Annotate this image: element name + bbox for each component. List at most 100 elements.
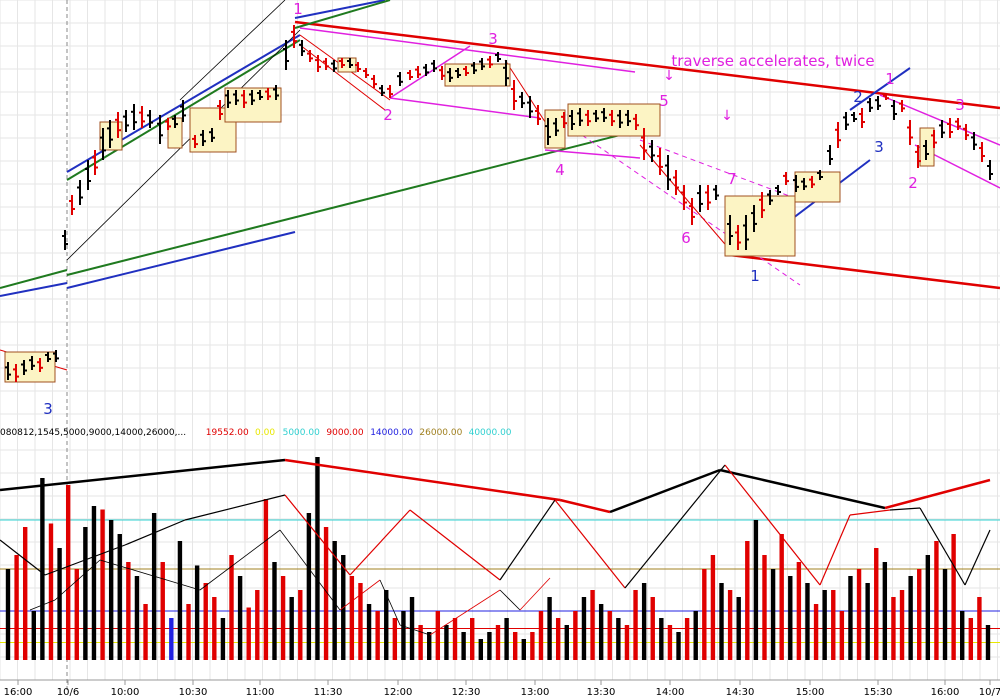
volume-bar [788, 576, 793, 660]
volume-thin-line [429, 589, 501, 636]
volume-bar [289, 597, 294, 660]
consolidation-box [444, 63, 511, 87]
volume-bar [693, 611, 698, 660]
thin-line [66, 29, 301, 261]
volume-trend-line [0, 458, 286, 492]
x-tick-label: 14:00 [656, 687, 685, 698]
volume-bar [332, 541, 337, 660]
annotation-text: traverse accelerates, twice [671, 52, 874, 70]
volume-bar [839, 611, 845, 660]
volume-bar [298, 590, 303, 660]
channel-line [299, 44, 386, 111]
volume-bar [384, 590, 389, 660]
volume-bar [822, 590, 827, 660]
x-tick-label: 10:30 [179, 687, 208, 698]
volume-bar [177, 541, 183, 660]
wave-label: 3 [488, 30, 498, 48]
channel-line [389, 97, 541, 119]
x-tick-label: 14:30 [726, 687, 755, 698]
volume-bar [607, 611, 612, 660]
volume-thin-line [399, 624, 431, 636]
x-tick-label: 15:30 [864, 687, 893, 698]
legend-item: 5000.00 [283, 428, 320, 438]
legend-item: 40000.00 [469, 428, 512, 438]
volume-trend-line [284, 458, 561, 502]
volume-zigzag [0, 539, 46, 576]
x-tick-label: 15:00 [796, 687, 825, 698]
volume-bar [616, 618, 621, 660]
volume-bar [14, 555, 19, 660]
channel-line [639, 139, 801, 201]
volume-zigzag [964, 529, 991, 586]
volume-bar [83, 527, 88, 660]
channel-line [544, 149, 641, 159]
volume-bar [194, 565, 200, 660]
volume-bar [452, 618, 458, 660]
volume-bar [5, 569, 11, 660]
volume-bar [650, 597, 655, 660]
volume-legend: 080812,1545,5000,9000,14000,26000,... 195… [0, 428, 512, 438]
volume-bar [917, 569, 922, 660]
volume-bar [753, 520, 759, 660]
x-tick-label: 11:30 [314, 687, 343, 698]
volume-bar [762, 555, 767, 660]
channel-line [729, 253, 1000, 290]
volume-bar [306, 513, 312, 660]
volume-bar [151, 513, 157, 660]
volume-bar [117, 534, 122, 660]
volume-bar [968, 618, 974, 660]
volume-bar [831, 590, 836, 660]
volume-bar [126, 562, 131, 660]
legend-item: 080812,1545,5000,9000,14000,26000,... [0, 428, 186, 438]
volume-bar [676, 632, 681, 660]
volume-bar [495, 625, 501, 660]
wave-label: 3 [955, 96, 965, 114]
volume-bar [444, 625, 449, 660]
consolidation-box [794, 171, 841, 203]
volume-bar [977, 597, 982, 660]
x-tick-label: 13:30 [587, 687, 616, 698]
volume-bar [100, 509, 105, 660]
volume-bar [796, 562, 802, 660]
volume-bar [272, 562, 277, 660]
x-tick-label: 16:00 [931, 687, 960, 698]
volume-bar [220, 618, 226, 660]
channel-line [294, 0, 386, 19]
legend-item: 19552.00 [206, 428, 249, 438]
volume-bar [736, 597, 741, 660]
volume-bar [237, 576, 243, 660]
wave-label: 6 [681, 229, 691, 247]
volume-zigzag [499, 499, 556, 581]
legend-item: 9000.00 [326, 428, 363, 438]
volume-bar [710, 555, 716, 660]
volume-trend-line [719, 468, 886, 510]
wave-label: 5 [659, 92, 669, 110]
volume-bar [813, 604, 819, 660]
price-panel [0, 0, 1000, 383]
volume-bar [512, 632, 518, 660]
volume-bar [504, 618, 509, 660]
volume-bar [882, 562, 888, 660]
volume-zigzag [624, 464, 726, 589]
volume-bar [160, 562, 165, 660]
wave-label: 2 [908, 174, 918, 192]
volume-bar [323, 527, 329, 660]
volume-bar [255, 590, 260, 660]
volume-bar [22, 527, 28, 660]
volume-bar [745, 541, 750, 660]
x-tick-label: 12:00 [384, 687, 413, 698]
volume-bar [418, 625, 423, 660]
volume-bar [960, 611, 965, 660]
legend-item: 26000.00 [419, 428, 462, 438]
channel-line [66, 231, 296, 289]
consolidation-box [4, 351, 56, 383]
volume-thin-line [379, 579, 401, 626]
volume-bar [65, 485, 71, 660]
wave-label: 1 [885, 70, 895, 88]
volume-zigzag [184, 494, 286, 521]
legend-item: 14000.00 [370, 428, 413, 438]
volume-thin-line [499, 589, 521, 611]
volume-bar [727, 590, 733, 660]
volume-bar [91, 506, 97, 660]
